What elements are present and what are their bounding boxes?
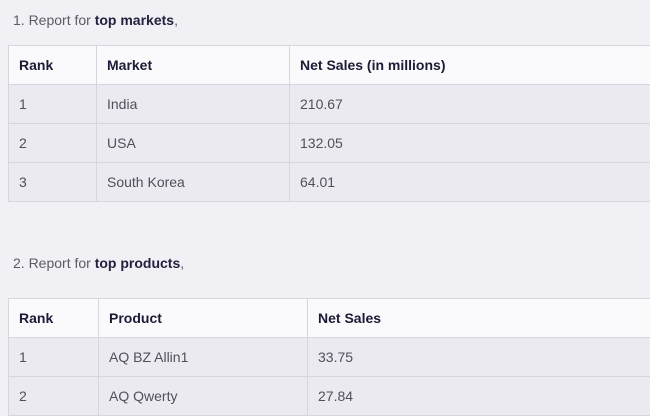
cell-rank: 3 [9,163,97,202]
cell-market: India [97,85,290,124]
cell-net-sales: 132.05 [290,124,650,163]
cell-rank: 2 [9,124,97,163]
column-header-market: Market [97,46,290,85]
cell-net-sales: 27.84 [308,377,650,416]
column-header-net-sales: Net Sales (in millions) [290,46,650,85]
cell-net-sales: 210.67 [290,85,650,124]
column-header-rank: Rank [9,46,97,85]
table-header-row: Rank Market Net Sales (in millions) [9,46,650,85]
cell-net-sales: 64.01 [290,163,650,202]
table-header-row: Rank Product Net Sales [9,299,650,338]
section-heading-top-markets: 1. Report for top markets, [13,10,650,30]
heading-suffix: , [174,12,178,28]
column-header-net-sales: Net Sales [308,299,650,338]
cell-net-sales: 33.75 [308,338,650,377]
cell-market: USA [97,124,290,163]
section-top-products: 2. Report for top products, Rank Product… [8,253,650,416]
table-row: 2 USA 132.05 [9,124,650,163]
cell-product: AQ BZ Allin1 [99,338,308,377]
heading-topic: top products [95,255,181,271]
heading-topic: top markets [95,12,174,28]
heading-prefix: 1. Report for [13,12,95,28]
table-row: 1 India 210.67 [9,85,650,124]
cell-rank: 1 [9,85,97,124]
cell-rank: 2 [9,377,99,416]
top-markets-table: Rank Market Net Sales (in millions) 1 In… [8,45,650,202]
cell-rank: 1 [9,338,99,377]
heading-suffix: , [180,255,184,271]
cell-market: South Korea [97,163,290,202]
section-heading-top-products: 2. Report for top products, [13,253,650,273]
section-top-markets: 1. Report for top markets, Rank Market N… [8,10,650,202]
table-row: 2 AQ Qwerty 27.84 [9,377,650,416]
heading-prefix: 2. Report for [13,255,95,271]
column-header-rank: Rank [9,299,99,338]
table-row: 3 South Korea 64.01 [9,163,650,202]
top-products-table: Rank Product Net Sales 1 AQ BZ Allin1 33… [8,298,650,416]
table-row: 1 AQ BZ Allin1 33.75 [9,338,650,377]
report-page: 1. Report for top markets, Rank Market N… [8,10,650,416]
cell-product: AQ Qwerty [99,377,308,416]
column-header-product: Product [99,299,308,338]
